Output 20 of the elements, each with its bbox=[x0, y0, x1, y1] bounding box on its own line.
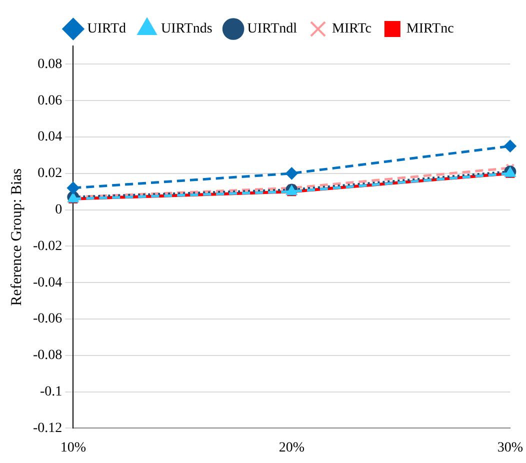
x-tick-label: 10% bbox=[60, 440, 86, 456]
legend-label: UIRTnds bbox=[161, 22, 212, 37]
y-tick-label: 0.04 bbox=[38, 130, 62, 145]
legend-label: MIRTnc bbox=[406, 22, 454, 37]
y-tick-label: -0.08 bbox=[32, 348, 62, 364]
y-axis-title: Reference Group: Bias bbox=[8, 168, 25, 306]
y-tick-label: 0.06 bbox=[38, 93, 62, 108]
y-tick-label: 0 bbox=[55, 202, 62, 218]
y-tick-label: 0.02 bbox=[38, 166, 62, 182]
y-tick-label: -0.06 bbox=[32, 312, 62, 327]
x-tick-label: 20% bbox=[278, 440, 305, 456]
legend-label: MIRTc bbox=[332, 22, 372, 37]
y-tick-label: -0.12 bbox=[32, 420, 62, 436]
x-tick-label: 30% bbox=[497, 440, 524, 456]
y-tick-label: -0.04 bbox=[32, 275, 62, 290]
legend-label: UIRTd bbox=[87, 22, 126, 37]
y-tick-label: -0.1 bbox=[40, 384, 62, 400]
legend-label: UIRTndl bbox=[247, 22, 298, 37]
y-tick-label: 0.08 bbox=[38, 56, 62, 72]
y-tick-label: -0.02 bbox=[32, 238, 62, 254]
